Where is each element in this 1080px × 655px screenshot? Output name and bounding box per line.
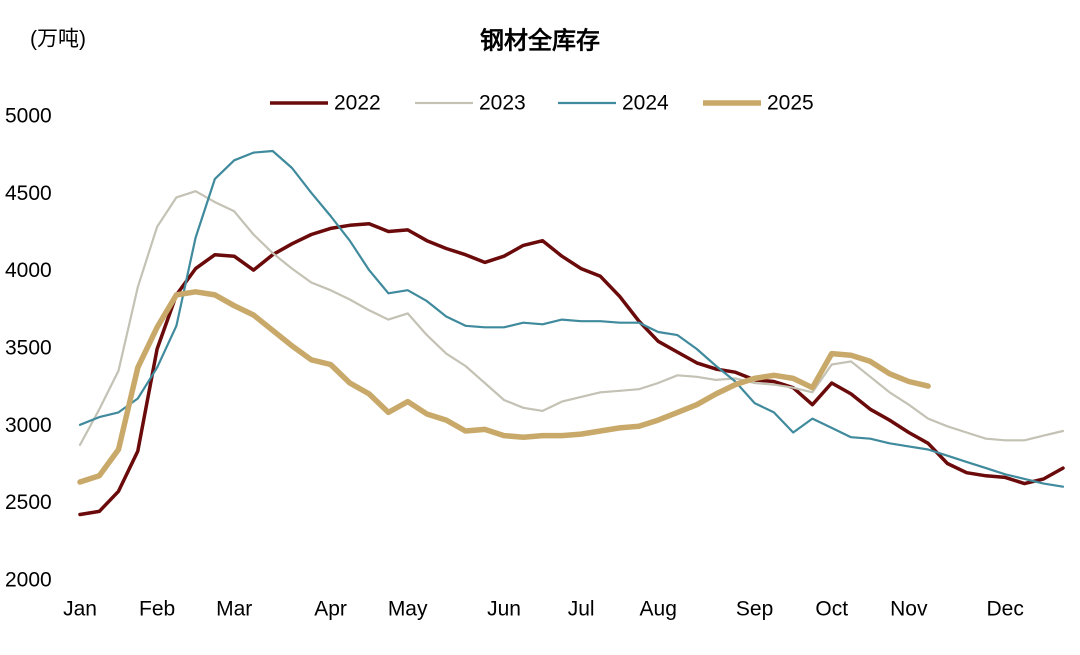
x-tick-label: Jul <box>568 598 595 621</box>
legend-label: 2022 <box>334 92 381 115</box>
y-axis-label: (万吨) <box>30 28 86 51</box>
y-tick-label: 4500 <box>5 182 52 205</box>
legend-label: 2023 <box>479 92 526 115</box>
y-tick-label: 3500 <box>5 337 52 360</box>
series-line <box>78 149 1065 488</box>
x-tick-label: Apr <box>314 598 347 621</box>
y-tick-label: 4000 <box>5 259 52 282</box>
x-tick-label: May <box>388 598 428 621</box>
x-tick-label: Mar <box>216 598 252 621</box>
x-tick-label: Feb <box>139 598 175 621</box>
series-line <box>78 221 1065 517</box>
y-tick-label: 2000 <box>5 569 52 592</box>
y-tick-label: 2500 <box>5 491 52 514</box>
y-tick-label: 5000 <box>5 105 52 128</box>
y-tick-label: 3000 <box>5 414 52 437</box>
legend-label: 2024 <box>622 92 669 115</box>
legend-label: 2025 <box>767 92 814 115</box>
x-tick-label: Jun <box>487 598 521 621</box>
series-line <box>77 289 931 485</box>
series-line <box>78 190 1065 446</box>
x-tick-label: Jan <box>63 598 97 621</box>
x-tick-label: Sep <box>736 598 773 621</box>
x-tick-label: Nov <box>890 598 928 621</box>
x-tick-label: Oct <box>815 598 848 621</box>
chart-title: 钢材全库存 <box>480 26 600 54</box>
x-tick-label: Aug <box>640 598 677 621</box>
x-tick-label: Dec <box>986 598 1023 621</box>
